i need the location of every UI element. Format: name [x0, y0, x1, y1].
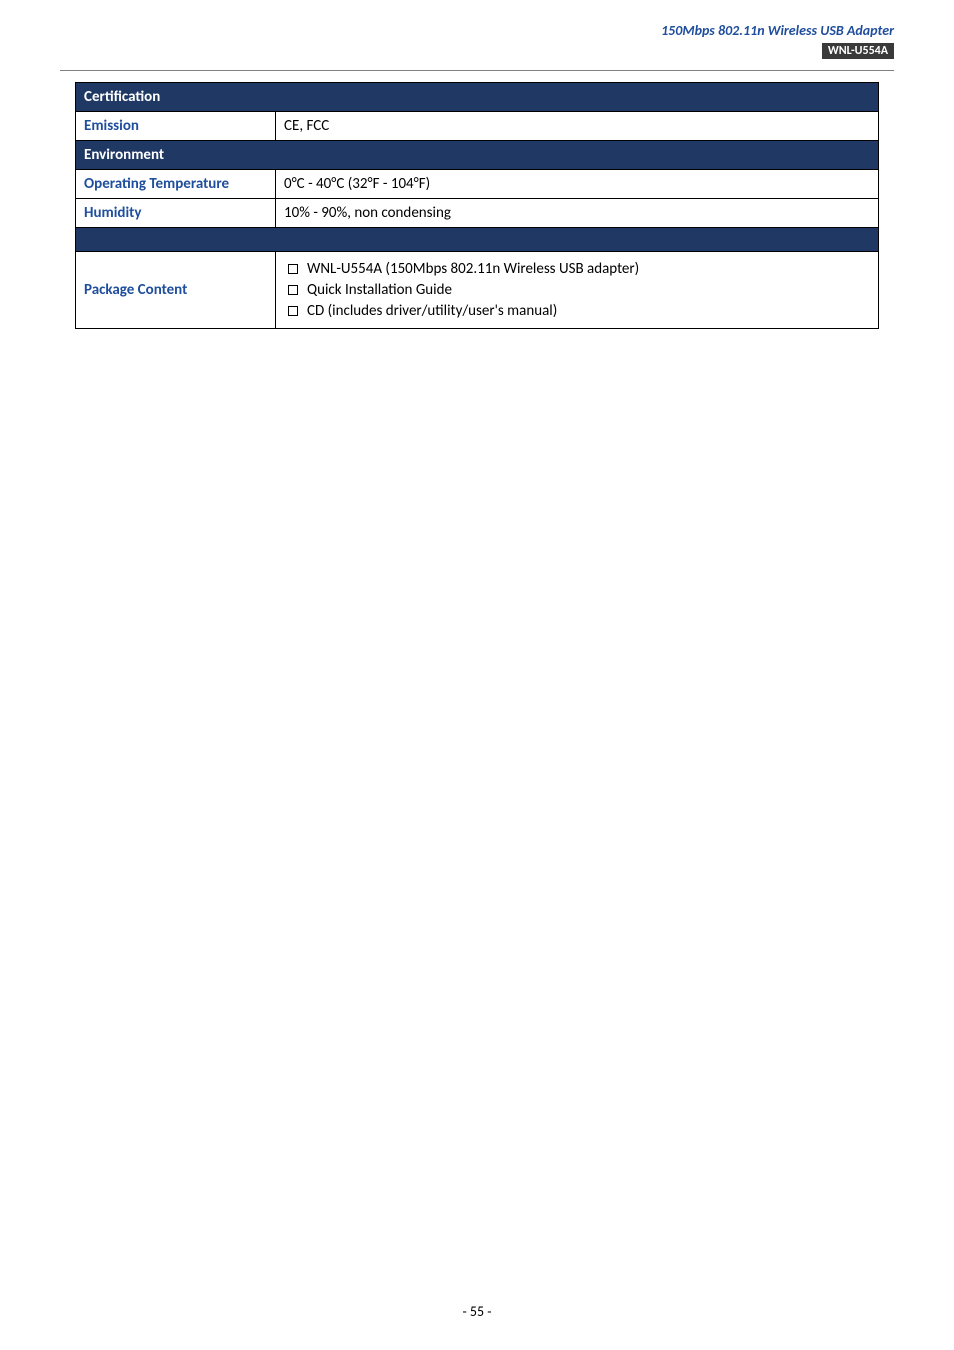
page-number: - 55 -	[0, 1303, 954, 1320]
value-humidity: 10% - 90%, non condensing	[276, 199, 879, 228]
header-divider	[60, 70, 894, 71]
doc-title: 150Mbps 802.11n Wireless USB Adapter	[661, 22, 894, 39]
section-empty	[76, 228, 879, 252]
value-emission: CE, FCC	[276, 112, 879, 141]
bullet-icon	[288, 306, 298, 316]
doc-badge: WNL-U554A	[822, 43, 894, 59]
label-package-content: Package Content	[76, 252, 276, 329]
list-item: WNL-U554A (150Mbps 802.11n Wireless USB …	[284, 260, 870, 278]
value-operating-temp: 0°C - 40°C (32°F - 104°F)	[276, 170, 879, 199]
label-operating-temp: Operating Temperature	[76, 170, 276, 199]
package-item-text: Quick Installation Guide	[307, 281, 452, 299]
list-item: CD (includes driver/utility/user's manua…	[284, 302, 870, 320]
spec-table: Certification Emission CE, FCC Environme…	[75, 82, 879, 329]
section-certification: Certification	[76, 83, 879, 112]
bullet-icon	[288, 285, 298, 295]
bullet-icon	[288, 264, 298, 274]
label-emission: Emission	[76, 112, 276, 141]
section-environment: Environment	[76, 141, 879, 170]
package-item-text: WNL-U554A (150Mbps 802.11n Wireless USB …	[307, 260, 639, 278]
value-package-content: WNL-U554A (150Mbps 802.11n Wireless USB …	[276, 252, 879, 329]
label-humidity: Humidity	[76, 199, 276, 228]
list-item: Quick Installation Guide	[284, 281, 870, 299]
package-item-text: CD (includes driver/utility/user's manua…	[307, 302, 557, 320]
